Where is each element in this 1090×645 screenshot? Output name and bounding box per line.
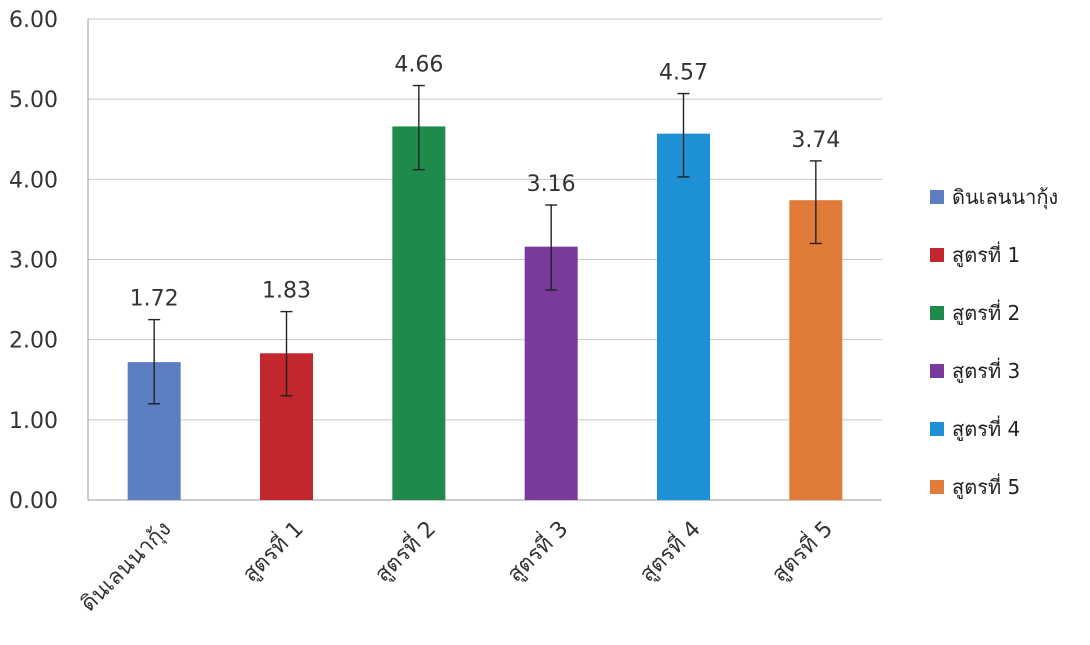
data-label: 1.83 (262, 279, 311, 304)
data-label: 3.74 (791, 128, 840, 153)
y-tick-label: 6.00 (9, 8, 58, 33)
y-tick-label: 4.00 (9, 168, 58, 193)
bars (127, 126, 843, 500)
legend-swatch (930, 248, 944, 262)
legend-label: สูตรที่ 5 (952, 475, 1021, 499)
legend-item: สูตรที่ 5 (930, 458, 1088, 516)
bar (789, 200, 843, 500)
x-tick-label: สูตรที่ 2 (368, 514, 442, 588)
legend-label: สูตรที่ 1 (952, 243, 1021, 267)
y-tick-label: 0.00 (9, 489, 58, 514)
legend-swatch (930, 480, 944, 494)
x-tick-label: สูตรที่ 1 (235, 514, 309, 588)
data-label: 1.72 (130, 287, 179, 312)
grid-lines (87, 18, 882, 501)
bar (392, 126, 446, 500)
legend-item: สูตรที่ 2 (930, 284, 1088, 342)
legend-label: สูตรที่ 2 (952, 301, 1021, 325)
x-tick-label: สูตรที่ 4 (632, 514, 706, 588)
data-label: 3.16 (527, 172, 576, 197)
x-tick-label: สูตรที่ 5 (765, 514, 839, 588)
legend-label: ดินเลนนากุ้ง (952, 185, 1059, 209)
y-axis-ticks: 0.00 1.00 2.00 3.00 4.00 5.00 6.00 (9, 8, 58, 514)
legend-item: สูตรที่ 1 (930, 226, 1088, 284)
y-tick-label: 2.00 (9, 329, 58, 354)
legend-item: สูตรที่ 3 (930, 342, 1088, 400)
data-label: 4.66 (394, 53, 443, 78)
legend-label: สูตรที่ 4 (952, 417, 1021, 441)
x-axis-ticks: ดินเลนนากุ้ง สูตรที่ 1 สูตรที่ 2 สูตรที่ 3 ส… (76, 514, 838, 617)
legend: ดินเลนนากุ้ง สูตรที่ 1 สูตรที่ 2 สูตรที่… (930, 168, 1088, 516)
legend-swatch (930, 306, 944, 320)
data-labels: 1.72 1.83 4.66 3.16 4.57 3.74 (130, 53, 841, 312)
legend-label: สูตรที่ 3 (952, 359, 1021, 383)
data-label: 4.57 (659, 61, 708, 86)
legend-item: สูตรที่ 4 (930, 400, 1088, 458)
bar (657, 133, 710, 500)
y-tick-label: 3.00 (9, 249, 58, 274)
legend-swatch (930, 190, 944, 204)
legend-swatch (930, 364, 944, 378)
x-tick-label: สูตรที่ 3 (500, 514, 574, 588)
error-bars (148, 84, 822, 405)
y-tick-label: 1.00 (9, 409, 58, 434)
legend-swatch (930, 422, 944, 436)
x-tick-label: ดินเลนนากุ้ง (76, 517, 176, 617)
y-tick-label: 5.00 (9, 88, 58, 113)
legend-item: ดินเลนนากุ้ง (930, 168, 1088, 226)
